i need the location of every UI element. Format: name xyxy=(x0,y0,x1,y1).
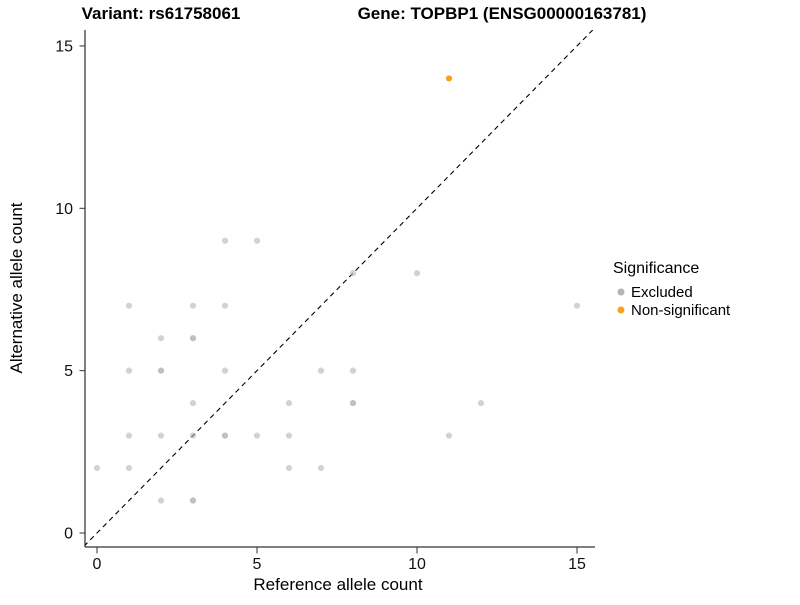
data-point-excluded xyxy=(189,432,197,439)
data-point-excluded xyxy=(285,432,293,439)
legend-title: Significance xyxy=(613,260,699,277)
legend-label-excluded: Excluded xyxy=(631,284,693,301)
data-point-excluded xyxy=(413,270,421,277)
data-point-excluded xyxy=(349,400,357,407)
x-tick-label: 10 xyxy=(408,556,426,573)
y-tick-label: 0 xyxy=(64,526,73,543)
data-point-excluded xyxy=(221,432,229,439)
data-point-excluded xyxy=(221,302,229,309)
data-point-excluded xyxy=(285,464,293,472)
data-point-excluded xyxy=(93,464,101,472)
data-point-excluded xyxy=(253,237,261,244)
data-point-excluded xyxy=(125,432,133,439)
chart-title-gene: Gene: TOPBP1 (ENSG00000163781) xyxy=(358,4,647,23)
data-point-excluded xyxy=(445,432,453,439)
data-point-excluded xyxy=(125,302,133,309)
y-tick-label: 15 xyxy=(55,38,73,55)
data-point-excluded xyxy=(189,302,197,309)
y-tick-label: 10 xyxy=(55,201,73,218)
data-point-excluded xyxy=(477,400,485,407)
data-point-excluded xyxy=(189,497,197,504)
data-point-excluded xyxy=(157,335,165,342)
data-point-non-significant xyxy=(445,75,453,82)
data-point-excluded xyxy=(189,400,197,407)
plot-panel xyxy=(85,30,595,547)
data-point-excluded xyxy=(349,270,357,277)
points-layer xyxy=(93,75,581,504)
data-point-excluded xyxy=(157,367,165,374)
legend: Significance Excluded Non-significant xyxy=(613,260,731,319)
x-tick-label: 5 xyxy=(253,556,262,573)
legend-swatch-excluded xyxy=(617,288,625,296)
x-tick-label: 0 xyxy=(93,556,102,573)
x-axis-ticks: 0 5 10 15 xyxy=(93,547,586,573)
legend-swatch-non-significant xyxy=(617,306,625,314)
y-axis-title: Alternative allele count xyxy=(7,202,26,373)
data-point-excluded xyxy=(285,400,293,407)
legend-label-non-significant: Non-significant xyxy=(631,302,731,319)
data-point-excluded xyxy=(125,367,133,374)
chart-title-variant: Variant: rs61758061 xyxy=(82,4,241,23)
data-point-excluded xyxy=(221,367,229,374)
identity-line xyxy=(85,30,594,546)
legend-entry-excluded: Excluded xyxy=(617,284,693,301)
data-point-excluded xyxy=(221,237,229,244)
identity-dashed-line xyxy=(85,30,594,546)
data-point-excluded xyxy=(573,302,581,309)
data-point-excluded xyxy=(253,432,261,439)
y-axis-ticks: 0 5 10 15 xyxy=(55,38,85,543)
x-axis-title: Reference allele count xyxy=(253,575,422,594)
data-point-excluded xyxy=(189,335,197,342)
legend-entry-non-significant: Non-significant xyxy=(617,302,731,319)
data-point-excluded xyxy=(349,367,357,374)
data-point-excluded xyxy=(125,464,133,472)
data-point-excluded xyxy=(157,497,165,504)
data-point-excluded xyxy=(157,432,165,439)
x-tick-label: 15 xyxy=(568,556,586,573)
data-point-excluded xyxy=(317,367,325,374)
data-point-excluded xyxy=(317,464,325,472)
y-tick-label: 5 xyxy=(64,363,73,380)
